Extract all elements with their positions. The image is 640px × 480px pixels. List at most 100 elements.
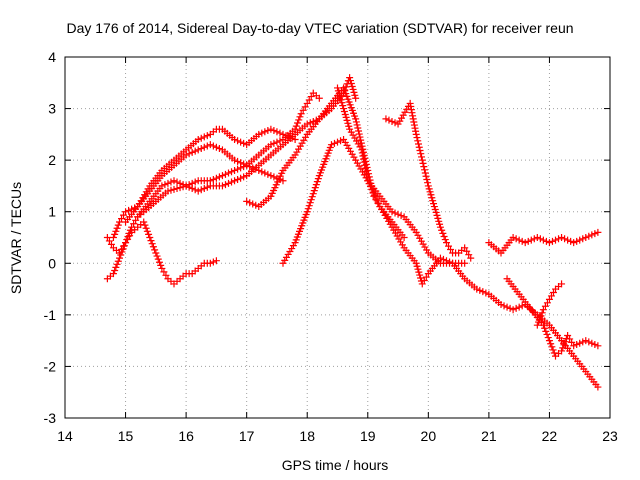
data-point-interp [355,162,363,170]
data-point-interp [579,338,587,346]
data-point-interp [212,143,220,151]
data-point [352,115,360,123]
data-point-interp [347,128,355,136]
data-point-interp [355,130,363,138]
data-point-interp [347,80,355,88]
data-point-interp [153,252,161,260]
data-point-interp [308,193,316,201]
data-point [206,259,214,267]
data-point-interp [276,137,284,145]
data-point-interp [417,150,425,158]
data-point [231,177,239,185]
data-point-interp [309,190,317,198]
data-point-interp [342,113,350,121]
data-point-interp [340,108,348,116]
data-point-interp [356,133,364,141]
data-point [509,306,517,314]
data-point-interp [330,139,338,147]
data-point-interp [357,139,365,147]
data-point-interp [345,144,353,152]
data-point-interp [203,132,211,140]
data-point-interp [362,167,370,175]
data-point-interp [559,344,567,352]
data-point-interp [306,199,314,207]
data-point-interp [398,114,406,122]
data-point-interp [391,209,399,217]
data-point-interp [350,153,358,161]
data-point-interp [413,262,421,270]
data-point [352,156,360,164]
data-point-interp [142,188,150,196]
data-point-interp [112,263,120,271]
data-point-interp [419,240,427,248]
data-point-interp [424,179,432,187]
data-point-interp [515,236,523,244]
data-point [255,130,263,138]
data-point-interp [185,183,193,191]
data-point [182,182,190,190]
data-point-interp [284,250,292,258]
data-point-interp [339,102,347,110]
data-point-interp [225,179,232,187]
data-point-interp [154,255,162,263]
data-point-interp [414,231,422,239]
data-point-interp [167,178,175,186]
data-point-interp [413,134,421,142]
data-point [194,136,202,144]
data-point [545,337,553,345]
data-point-interp [564,236,572,244]
data-point-interp [360,155,368,163]
data-point [467,254,475,262]
data-point-interp [311,184,319,192]
data-point-interp [334,87,342,95]
data-point [303,208,311,216]
data-point-interp [131,204,139,212]
data-point-interp [591,341,599,349]
data-point-interp [418,153,426,161]
data-point-interp [355,127,363,135]
series-arc-12 [533,280,566,329]
data-point-interp [421,243,429,251]
data-point-interp [576,339,584,347]
data-point-interp [142,224,150,232]
data-point-interp [391,119,399,127]
data-point-interp [151,246,159,254]
data-point-interp [354,124,362,132]
y-tick-label: 0 [48,255,56,271]
data-point-interp [312,116,320,124]
data-point-interp [396,117,404,125]
data-point-interp [512,304,520,312]
data-point-interp [555,235,563,243]
data-point-interp [307,196,315,204]
data-point-interp [358,149,366,157]
data-point-interp [119,245,127,253]
data-point-interp [185,150,193,158]
data-point-interp [111,230,119,238]
data-point-interp [423,246,431,254]
data-point-interp [415,268,423,276]
series-arc-5 [134,74,360,221]
data-point [412,228,420,236]
data-point [267,172,275,180]
data-point [570,342,578,350]
data-point [473,285,481,293]
data-point-interp [361,164,369,172]
data-point-interp [439,255,447,263]
data-point [291,151,299,159]
data-point-interp [112,227,120,235]
data-point-interp [356,143,364,151]
data-point-interp [561,235,569,243]
data-point-interp [157,261,165,269]
y-tick-label: -3 [44,410,57,426]
data-point-interp [426,188,434,196]
data-point-interp [591,230,599,238]
data-point-interp [415,143,423,151]
data-point-interp [433,211,441,219]
data-point-interp [530,235,538,243]
data-point-interp [385,217,393,225]
data-point-interp [306,119,314,127]
data-point-interp [390,226,398,234]
data-point-interp [429,197,437,205]
